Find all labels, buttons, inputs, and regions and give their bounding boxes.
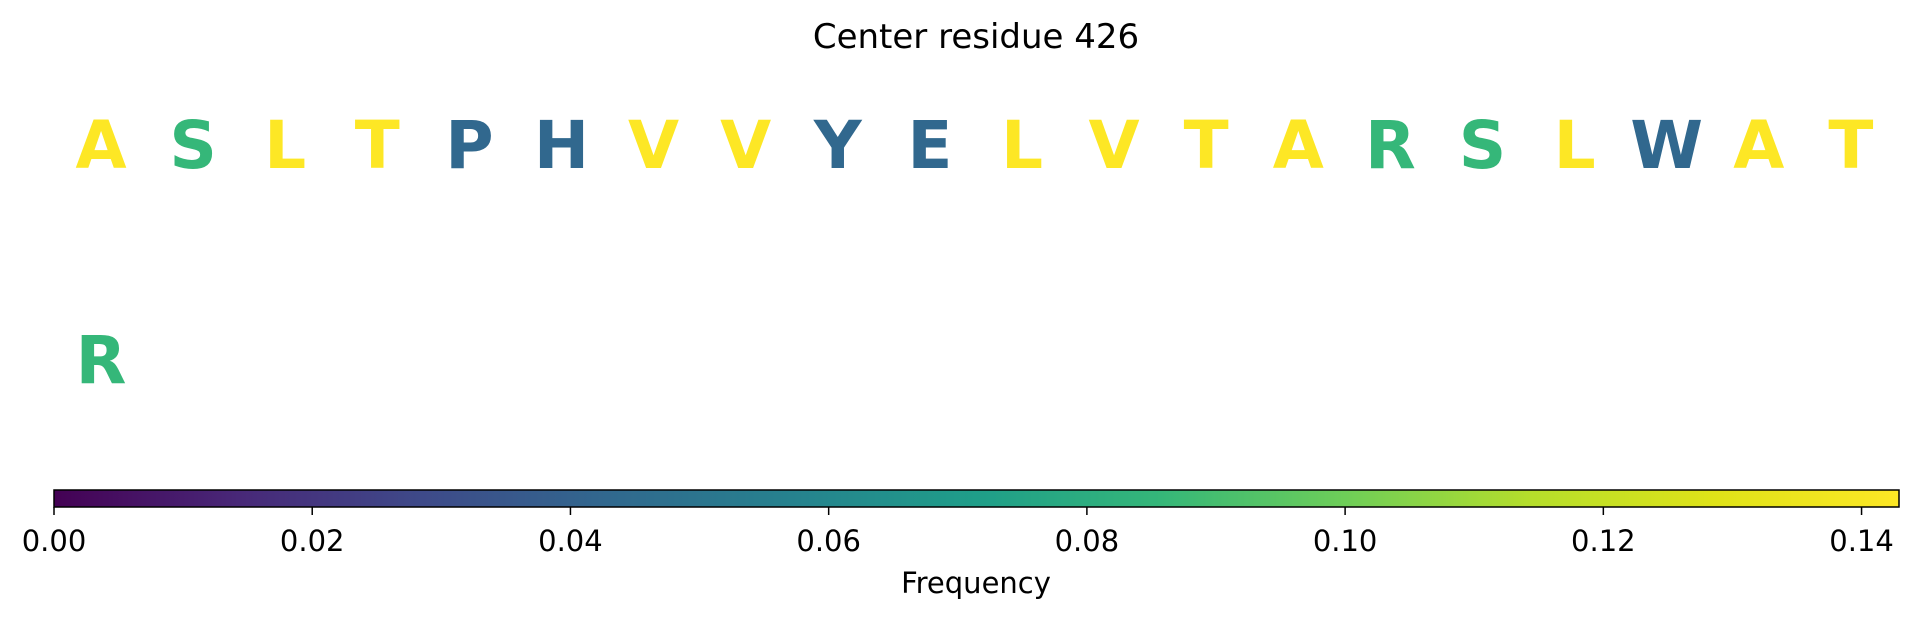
residue-letter: T	[1184, 107, 1229, 184]
residue-letter: L	[1001, 107, 1043, 184]
residue-letter: V	[1089, 107, 1140, 184]
residue-letter: L	[1554, 107, 1596, 184]
colorbar-label: Frequency	[901, 566, 1051, 600]
residue-letter: A	[75, 107, 126, 184]
colorbar-tick-label: 0.02	[280, 524, 345, 558]
residue-letter: V	[628, 107, 679, 184]
residue-letter: V	[720, 107, 771, 184]
residue-letter: S	[1459, 107, 1507, 184]
residue-letter: A	[1273, 107, 1324, 184]
residue-letter: P	[445, 107, 493, 184]
colorbar-tick-label: 0.08	[1055, 524, 1120, 558]
colorbar-tick-label: 0.04	[538, 524, 603, 558]
residue-grid: A S L T P H V V Y E L V T A R S L W A TR	[75, 107, 1873, 399]
colorbar: 0.00 0.02 0.04 0.06 0.08 0.10 0.12 0.14 Frequen…	[22, 489, 1900, 600]
residue-letter: H	[534, 107, 589, 184]
residue-letter: T	[355, 107, 400, 184]
residue-letter: Y	[813, 107, 863, 184]
chart-title: Center residue 426	[813, 17, 1139, 57]
colorbar-ticks: 0.00 0.02 0.04 0.06 0.08 0.10 0.12 0.14	[22, 507, 1894, 558]
residue-letter: R	[76, 322, 127, 399]
colorbar-tick-label: 0.12	[1571, 524, 1636, 558]
colorbar-tick-label: 0.10	[1313, 524, 1378, 558]
colorbar-tick-label: 0.00	[22, 524, 87, 558]
colorbar-tick-label: 0.14	[1829, 524, 1894, 558]
residue-letter: L	[264, 107, 306, 184]
residue-letter: A	[1733, 107, 1784, 184]
residue-letter: R	[1365, 107, 1416, 184]
residue-letter: S	[169, 107, 217, 184]
colorbar-gradient	[53, 489, 1900, 508]
colorbar-tick-label: 0.06	[796, 524, 861, 558]
residue-letter: W	[1630, 107, 1703, 184]
residue-letter: T	[1828, 107, 1873, 184]
residue-letter: E	[907, 107, 952, 184]
